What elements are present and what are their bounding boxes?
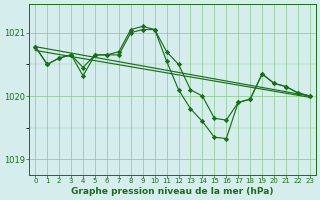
- X-axis label: Graphe pression niveau de la mer (hPa): Graphe pression niveau de la mer (hPa): [71, 187, 274, 196]
